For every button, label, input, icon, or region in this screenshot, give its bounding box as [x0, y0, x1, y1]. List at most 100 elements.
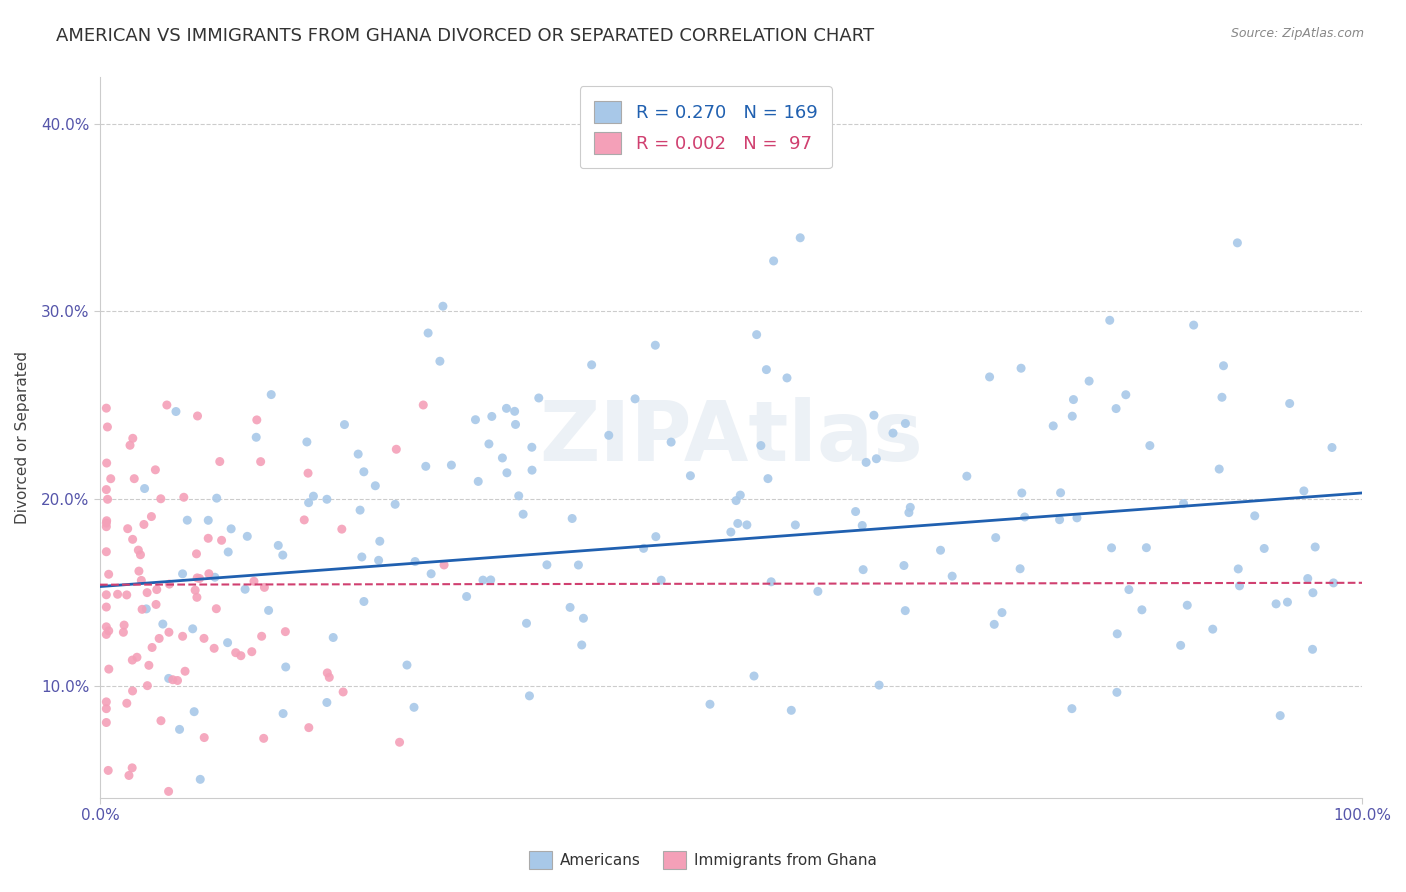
Point	[118, 768, 141, 782]
Point	[315, 696, 337, 710]
Point	[898, 500, 921, 515]
Legend: R = 0.270   N = 169, R = 0.002   N =  97: R = 0.270 N = 169, R = 0.002 N = 97	[579, 87, 832, 169]
Point	[128, 564, 150, 578]
Point	[1010, 361, 1032, 376]
Point	[136, 585, 159, 599]
Point	[250, 629, 273, 643]
Point	[659, 435, 682, 450]
Point	[176, 513, 198, 527]
Point	[412, 398, 434, 412]
Point	[316, 492, 339, 507]
Point	[388, 735, 411, 749]
Point	[1292, 483, 1315, 498]
Point	[96, 456, 118, 470]
Point	[172, 566, 194, 581]
Point	[97, 764, 120, 778]
Point	[1202, 622, 1225, 636]
Point	[1105, 401, 1128, 416]
Point	[385, 442, 408, 457]
Y-axis label: Divorced or Separated: Divorced or Separated	[15, 351, 30, 524]
Point	[332, 685, 354, 699]
Point	[433, 558, 456, 572]
Point	[172, 629, 194, 643]
Point	[508, 489, 530, 503]
Point	[193, 632, 215, 646]
Point	[96, 420, 118, 434]
Point	[561, 511, 583, 525]
Point	[1322, 575, 1344, 590]
Point	[169, 723, 191, 737]
Point	[789, 231, 811, 245]
Point	[174, 665, 197, 679]
Point	[845, 504, 868, 518]
Point	[1139, 439, 1161, 453]
Point	[742, 669, 765, 683]
Point	[1229, 579, 1251, 593]
Point	[785, 518, 807, 533]
Point	[1211, 390, 1233, 404]
Legend: Americans, Immigrants from Ghana: Americans, Immigrants from Ghana	[523, 845, 883, 875]
Point	[368, 534, 391, 549]
Point	[515, 616, 537, 631]
Point	[367, 553, 389, 567]
Point	[1042, 418, 1064, 433]
Point	[131, 602, 153, 616]
Point	[134, 482, 156, 496]
Point	[260, 387, 283, 401]
Point	[96, 516, 118, 530]
Point	[145, 582, 167, 597]
Point	[1107, 627, 1129, 641]
Point	[186, 409, 208, 423]
Point	[644, 530, 666, 544]
Point	[166, 673, 188, 688]
Point	[197, 531, 219, 545]
Point	[333, 417, 356, 432]
Point	[138, 658, 160, 673]
Point	[96, 701, 118, 715]
Point	[236, 529, 259, 543]
Point	[512, 507, 534, 521]
Point	[1049, 513, 1071, 527]
Point	[1060, 701, 1083, 715]
Point	[1302, 642, 1324, 657]
Point	[217, 635, 239, 649]
Point	[240, 645, 263, 659]
Point	[188, 572, 211, 586]
Point	[173, 490, 195, 504]
Point	[253, 580, 276, 594]
Point	[229, 648, 252, 663]
Point	[467, 475, 489, 489]
Point	[253, 731, 276, 746]
Point	[429, 354, 451, 368]
Point	[100, 472, 122, 486]
Point	[472, 573, 495, 587]
Point	[330, 522, 353, 536]
Point	[1296, 572, 1319, 586]
Point	[749, 438, 772, 452]
Point	[496, 466, 519, 480]
Point	[141, 640, 163, 655]
Point	[125, 650, 148, 665]
Point	[157, 784, 180, 798]
Point	[755, 362, 778, 376]
Point	[186, 547, 208, 561]
Point	[1265, 597, 1288, 611]
Point	[96, 483, 118, 497]
Point	[503, 404, 526, 418]
Point	[464, 413, 486, 427]
Point	[1101, 541, 1123, 555]
Point	[1173, 497, 1195, 511]
Point	[432, 299, 454, 313]
Point	[97, 624, 120, 638]
Point	[318, 670, 340, 684]
Point	[1243, 508, 1265, 523]
Point	[725, 493, 748, 508]
Point	[1105, 685, 1128, 699]
Point	[699, 698, 721, 712]
Point	[145, 463, 167, 477]
Point	[249, 455, 271, 469]
Point	[633, 541, 655, 556]
Point	[121, 684, 143, 698]
Point	[1270, 708, 1292, 723]
Point	[122, 472, 145, 486]
